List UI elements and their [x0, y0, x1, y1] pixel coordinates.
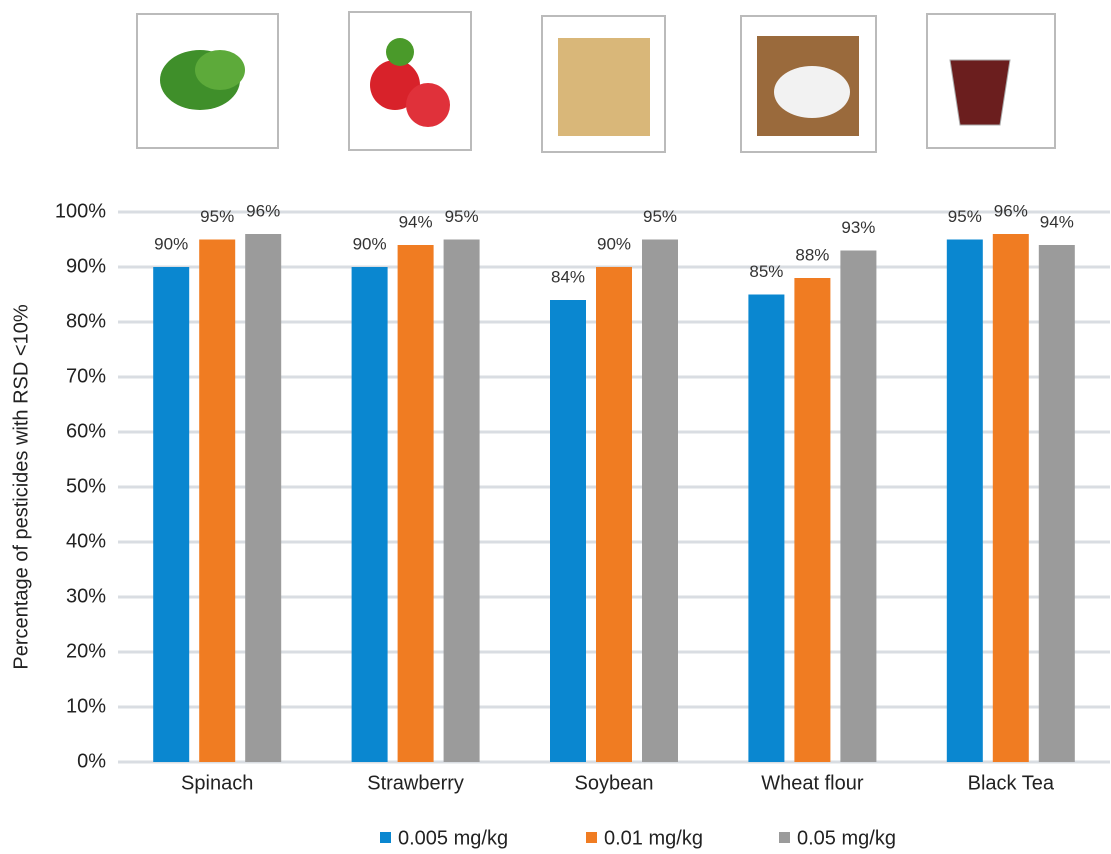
- y-tick-label: 30%: [66, 585, 106, 607]
- legend-swatch: [586, 832, 597, 843]
- data-label: 93%: [841, 218, 875, 237]
- legend-swatch: [380, 832, 391, 843]
- data-label: 95%: [200, 207, 234, 226]
- legend-swatch: [779, 832, 790, 843]
- y-tick-label: 50%: [66, 475, 106, 497]
- data-label: 90%: [154, 234, 188, 253]
- bar: [443, 239, 480, 762]
- bar: [153, 267, 190, 762]
- data-label: 95%: [445, 207, 479, 226]
- y-tick-label: 90%: [66, 255, 106, 277]
- y-tick-label: 20%: [66, 640, 106, 662]
- bar: [397, 245, 434, 762]
- bar: [245, 234, 282, 762]
- bar: [748, 294, 785, 762]
- x-tick-label: Wheat flour: [761, 772, 864, 794]
- bar: [550, 300, 586, 762]
- y-tick-label: 80%: [66, 310, 106, 332]
- x-tick-label: Spinach: [181, 772, 253, 794]
- data-label: 90%: [353, 234, 387, 253]
- bar: [642, 239, 678, 762]
- data-label: 85%: [749, 262, 783, 281]
- bar: [992, 234, 1029, 762]
- legend-label: 0.005 mg/kg: [398, 827, 508, 849]
- y-tick-label: 60%: [66, 420, 106, 442]
- food-images: [136, 11, 1056, 153]
- data-label: 94%: [399, 212, 433, 231]
- data-label: 88%: [795, 245, 829, 264]
- data-label: 96%: [246, 201, 280, 220]
- x-tick-label: Strawberry: [367, 772, 464, 794]
- data-label: 96%: [994, 201, 1028, 220]
- bar: [840, 250, 877, 762]
- bar: [199, 239, 236, 762]
- bar: [351, 267, 388, 762]
- legend-label: 0.05 mg/kg: [797, 827, 896, 849]
- y-tick-label: 70%: [66, 365, 106, 387]
- bar: [794, 278, 831, 762]
- x-tick-label: Black Tea: [968, 772, 1055, 794]
- data-label: 95%: [948, 207, 982, 226]
- data-label: 84%: [551, 267, 585, 286]
- y-tick-label: 10%: [66, 695, 106, 717]
- legend-label: 0.01 mg/kg: [604, 827, 703, 849]
- y-axis-title: Percentage of pesticides with RSD <10%: [10, 304, 32, 669]
- data-label: 95%: [643, 207, 677, 226]
- y-tick-label: 0%: [77, 750, 106, 772]
- bar: [946, 239, 983, 762]
- data-label: 90%: [597, 234, 631, 253]
- y-tick-label: 40%: [66, 530, 106, 552]
- y-tick-label: 100%: [55, 200, 106, 222]
- bar: [1038, 245, 1075, 762]
- x-tick-label: Soybean: [575, 772, 654, 794]
- data-label: 94%: [1040, 212, 1074, 231]
- bar: [596, 267, 632, 762]
